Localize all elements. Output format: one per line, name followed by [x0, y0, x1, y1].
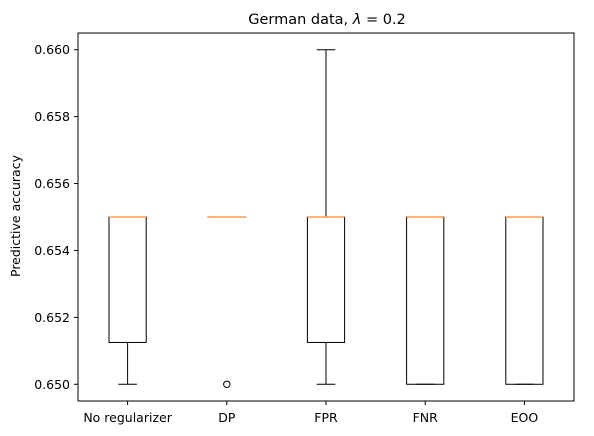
y-tick-label: 0.660 [34, 42, 70, 57]
y-tick-label: 0.650 [34, 377, 70, 392]
chart-title-suffix: = 0.2 [361, 12, 405, 28]
outlier-point [223, 380, 231, 388]
y-tick-label: 0.656 [34, 176, 70, 191]
y-tick-label: 0.658 [34, 109, 70, 124]
y-tick-label: 0.652 [34, 310, 70, 325]
box-body [306, 216, 346, 343]
chart-title-lambda: λ [352, 12, 362, 28]
box-body [505, 216, 544, 385]
box-series [108, 49, 544, 388]
chart-title-prefix: German data, [248, 12, 353, 28]
box-fpr [306, 49, 346, 385]
box-body [108, 216, 147, 343]
x-tick-label: FNR [413, 410, 439, 425]
x-tick-label: EOO [511, 410, 539, 425]
x-axis-ticks: No regularizer DP FPR FNR EOO [83, 401, 538, 425]
chart-title: German data, λ = 0.2 [248, 12, 406, 28]
box-eoo [505, 216, 544, 385]
y-tick-label: 0.654 [34, 243, 70, 258]
box-no-regularizer [108, 216, 147, 385]
box-dp [207, 216, 246, 388]
x-tick-label: No regularizer [83, 410, 172, 425]
box-body [406, 216, 445, 385]
y-axis-ticks: 0.650 0.652 0.654 0.656 0.658 0.660 [34, 42, 78, 392]
x-tick-label: DP [218, 410, 236, 425]
y-axis-label: Predictive accuracy [8, 154, 23, 277]
box-fnr [406, 216, 445, 385]
plot-frame [77, 32, 575, 402]
x-tick-label: FPR [314, 410, 338, 425]
